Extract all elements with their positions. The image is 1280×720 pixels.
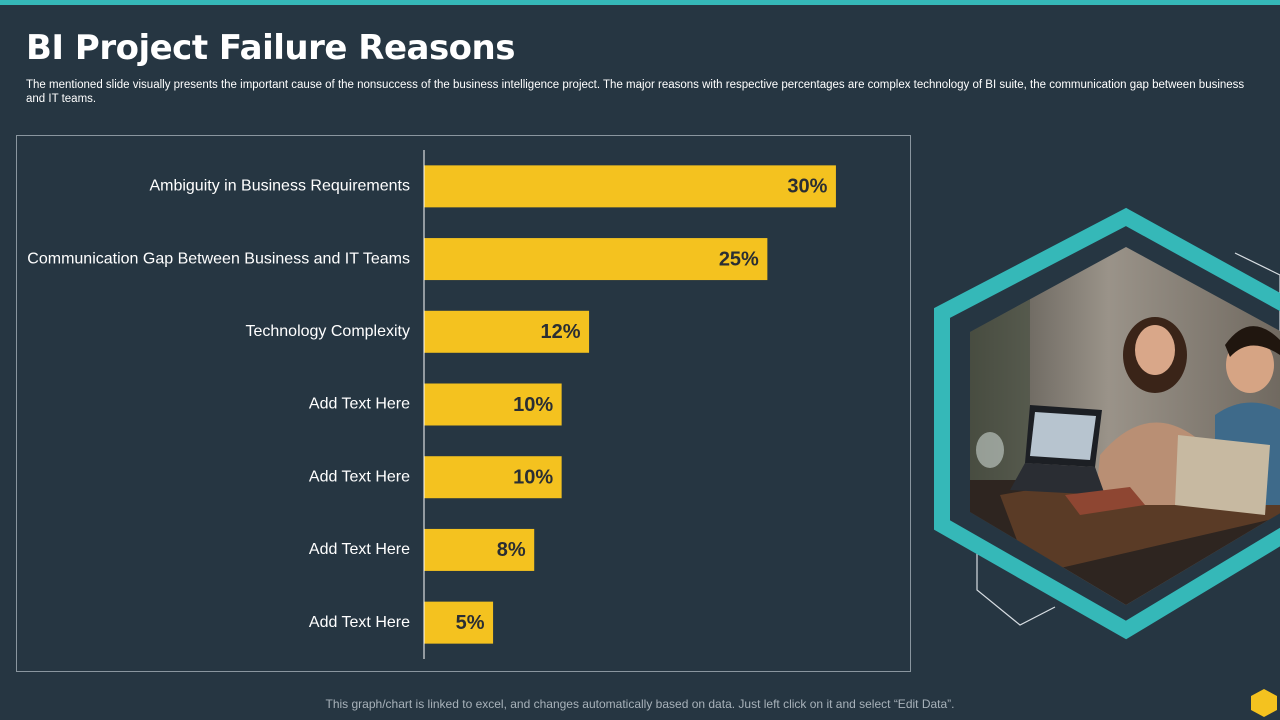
bar-4[interactable]: [424, 456, 562, 499]
outline-hex-front: [976, 545, 1056, 626]
bar-chart[interactable]: Ambiguity in Business Requirements 30% Com…: [17, 136, 912, 673]
category-label-5: Add Text Here: [309, 541, 410, 558]
category-label-0: Ambiguity in Business Requirements: [149, 178, 410, 195]
value-label-2: 12%: [541, 321, 581, 343]
value-label-4: 10%: [513, 466, 553, 488]
teal-hex-border: [934, 207, 1280, 640]
chart-edit-note: This graph/chart is linked to excel, and…: [325, 697, 955, 711]
slide-title: BI Project Failure Reasons: [26, 28, 515, 68]
category-label-6: Add Text Here: [309, 614, 410, 631]
value-label-5: 8%: [497, 539, 526, 561]
people-at-laptop-photo: [970, 247, 1280, 605]
value-label-6: 5%: [456, 612, 485, 634]
outline-hex-back: [1234, 252, 1280, 365]
value-label-1: 25%: [719, 248, 759, 270]
category-label-2: Technology Complexity: [245, 323, 410, 340]
value-label-0: 30%: [787, 176, 827, 198]
bar-5[interactable]: [424, 528, 535, 571]
bar-0[interactable]: [424, 165, 836, 208]
photo-frame: [930, 205, 1280, 650]
bar-6[interactable]: [424, 601, 494, 644]
corner-hexagon-icon: [1251, 689, 1277, 717]
chart-frame[interactable]: Ambiguity in Business Requirements 30% Com…: [16, 135, 911, 672]
bar-2[interactable]: [424, 310, 590, 353]
category-label-4: Add Text Here: [309, 468, 410, 485]
slide-subtitle: The mentioned slide visually presents th…: [26, 79, 1245, 105]
value-label-3: 10%: [513, 394, 553, 416]
bar-3[interactable]: [424, 383, 562, 426]
category-label-1: Communication Gap Between Business and I…: [27, 250, 410, 267]
top-accent-bar: [0, 0, 1280, 5]
category-label-3: Add Text Here: [309, 396, 410, 413]
bar-1[interactable]: [424, 238, 768, 281]
